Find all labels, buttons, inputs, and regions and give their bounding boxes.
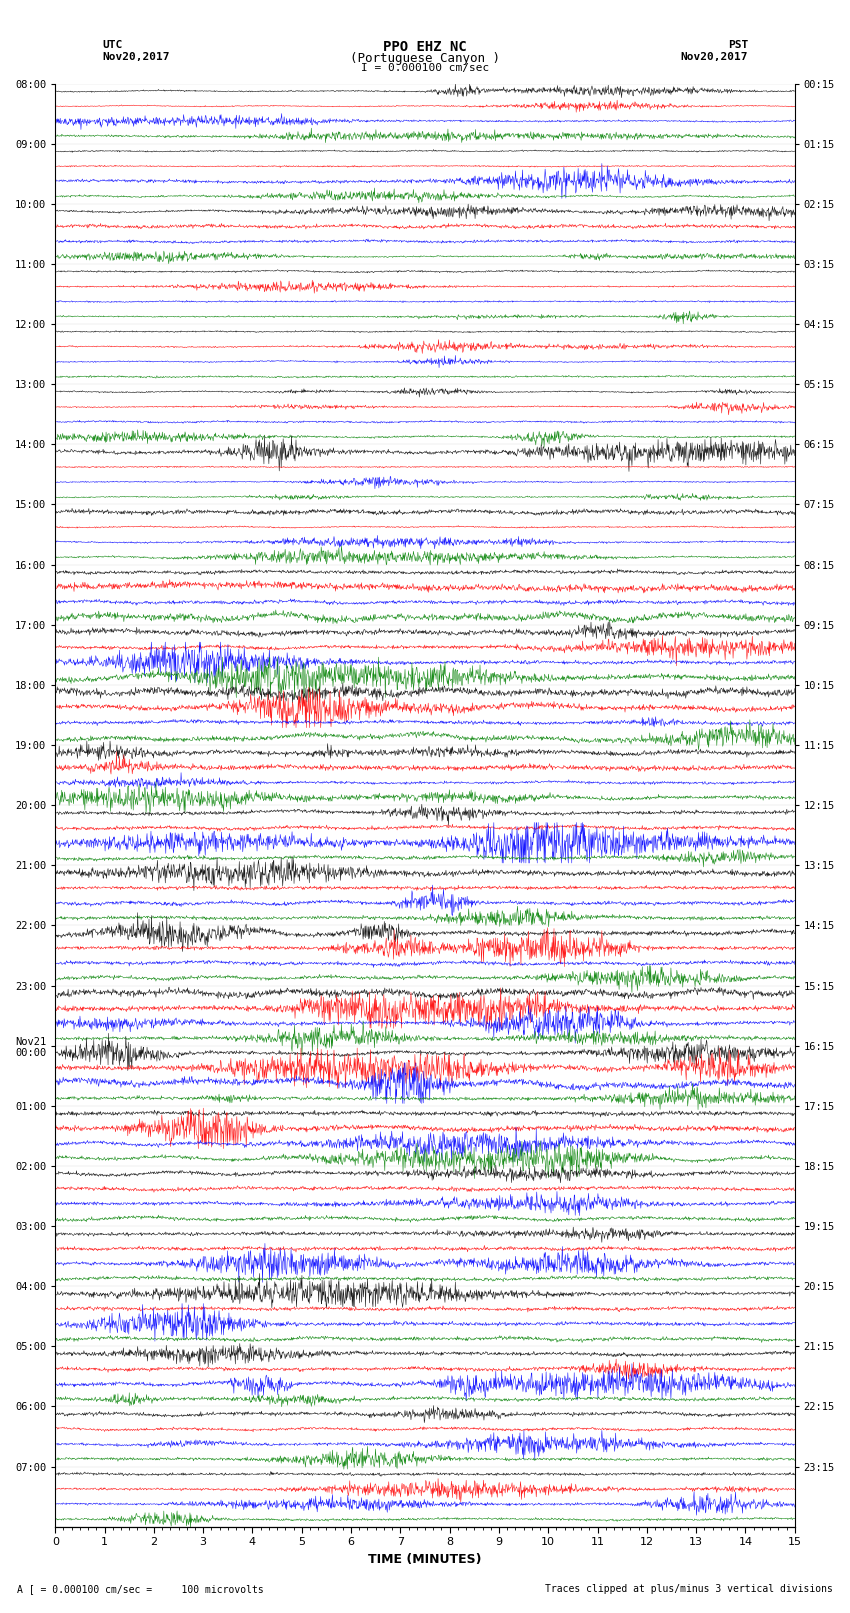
Text: A [ = 0.000100 cm/sec =     100 microvolts: A [ = 0.000100 cm/sec = 100 microvolts <box>17 1584 264 1594</box>
Text: UTC
Nov20,2017: UTC Nov20,2017 <box>102 40 169 61</box>
Text: PST
Nov20,2017: PST Nov20,2017 <box>681 40 748 61</box>
Text: PPO EHZ NC: PPO EHZ NC <box>383 40 467 55</box>
Text: I = 0.000100 cm/sec: I = 0.000100 cm/sec <box>361 63 489 73</box>
Text: (Portuguese Canyon ): (Portuguese Canyon ) <box>350 52 500 65</box>
X-axis label: TIME (MINUTES): TIME (MINUTES) <box>368 1553 482 1566</box>
Text: Traces clipped at plus/minus 3 vertical divisions: Traces clipped at plus/minus 3 vertical … <box>545 1584 833 1594</box>
